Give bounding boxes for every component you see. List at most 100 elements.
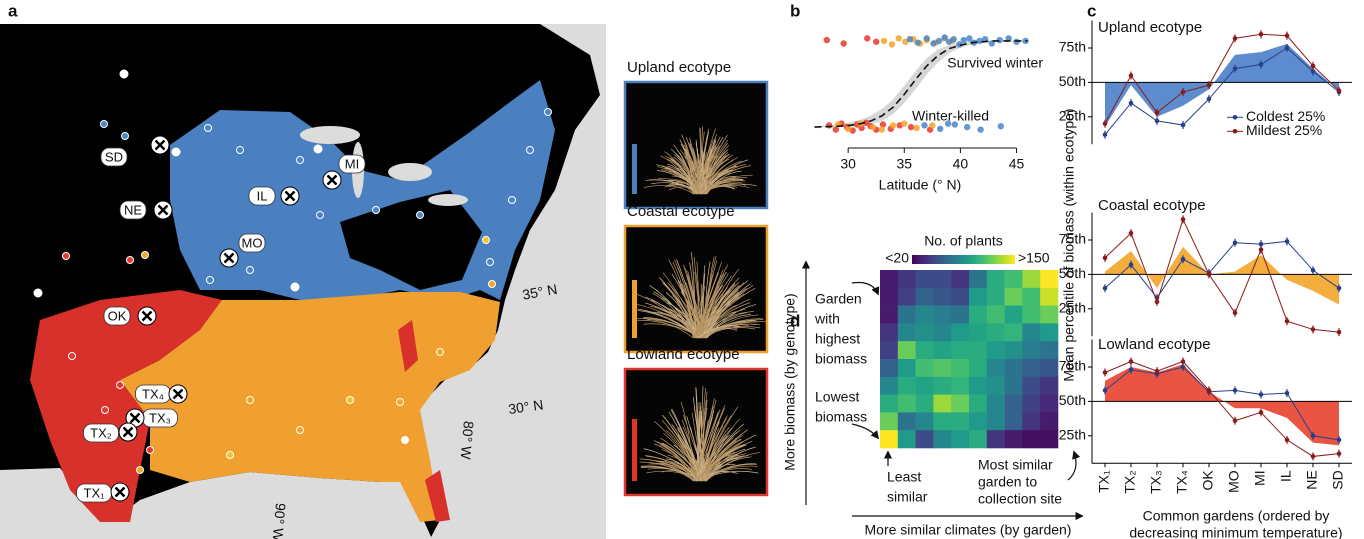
point [1013,39,1019,45]
point [1259,62,1264,67]
point [901,120,907,126]
y-tick-label: 50th [1059,73,1086,89]
point [1129,73,1134,78]
heatmap-cell [969,359,987,377]
heatmap-cell [1005,377,1023,395]
heatmap-cell [933,359,951,377]
heatmap-cell [933,341,951,359]
site-label: TX₁ [84,485,106,500]
longitude-label: 80° W [458,420,477,460]
heatmap-cell [933,377,951,395]
heatmap-cell [1022,323,1040,341]
photo-title: Upland ecotype [627,59,731,76]
heatmap-cell [1022,395,1040,413]
lake [300,126,360,144]
point [1311,433,1316,438]
heatmap-cell [1040,359,1058,377]
point [1233,36,1238,41]
point [1259,247,1264,252]
x-tick-label: TX₂ [1122,470,1138,493]
panel-title: Coastal ecotype [1098,197,1206,214]
point [840,40,846,46]
heatmap-cell [916,395,934,413]
y-tick-label: 75th [1059,231,1086,247]
point [1337,88,1342,93]
heatmap-cell [1040,412,1058,430]
heatmap-cell [880,270,898,288]
heatmap-cell [933,270,951,288]
heatmap-cell [916,412,934,430]
y-tick-label: 25th [1059,299,1086,315]
x-tick-label: TX₁ [1096,470,1112,493]
x-tick-label: 40 [953,156,969,172]
heatmap-cell [1022,377,1040,395]
point [1233,418,1238,423]
point [1285,391,1290,396]
heatmap-cell [987,412,1005,430]
point [930,40,936,46]
figure: a 35° N 30° N 90° W 80° W SDNEMOOKILMITX… [0,0,1364,539]
point [1233,240,1238,245]
heatmap-cell [898,306,916,324]
point [1103,286,1108,291]
heatmap-cell [987,270,1005,288]
point [996,37,1002,43]
point [1155,110,1160,115]
heatmap-cell [1022,288,1040,306]
heatmap-cell [1005,395,1023,413]
heatmap-cell [1022,359,1040,377]
heatmap-cell [987,359,1005,377]
heatmap-cell [1022,430,1040,448]
heatmap-cell [933,288,951,306]
annotation: Lowest [815,389,859,405]
point [1103,132,1108,137]
lake [428,194,468,206]
heatmap-cell [951,395,969,413]
heatmap-cell [898,412,916,430]
point [1129,359,1134,364]
point [1311,268,1316,273]
panel-label: b [790,1,800,20]
y-tick-label: 25th [1059,426,1086,442]
point [1233,66,1238,71]
heatmap-cell [916,341,934,359]
point [1337,330,1342,335]
point [1233,311,1238,316]
heatmap-cell [987,377,1005,395]
point [907,36,913,42]
point [1103,370,1108,375]
point [1285,46,1290,51]
heatmap-cell [969,288,987,306]
heatmap-cell [898,359,916,377]
x-tick-label: TX₃ [1148,470,1164,494]
point [924,35,930,41]
photo-title: Coastal ecotype [627,203,735,220]
y-tick-label: 75th [1059,39,1086,55]
annotation: garden to [978,474,1037,490]
heatmap-cell [898,288,916,306]
point [826,122,832,128]
point [1337,451,1342,456]
x-axis-title: Latitude (° N) [879,177,962,193]
annotation: Garden [815,291,862,307]
heatmap-cell [1022,412,1040,430]
heatmap-cell [1005,323,1023,341]
heatmap-cell [1005,430,1023,448]
panel-label: a [8,1,18,20]
heatmap-cell [898,377,916,395]
point [1259,392,1264,397]
site-label: TX₃ [149,410,171,425]
annotation: biomass [815,409,867,425]
heatmap-cell [880,412,898,430]
point [1285,239,1290,244]
map [0,24,606,539]
lake [388,163,432,181]
point [881,38,887,44]
point [1129,101,1134,106]
point [1129,231,1134,236]
point [1285,319,1290,324]
y-tick-label: 75th [1059,358,1086,374]
heatmap-cell [951,270,969,288]
point [1233,388,1238,393]
heatmap-cell [1005,359,1023,377]
